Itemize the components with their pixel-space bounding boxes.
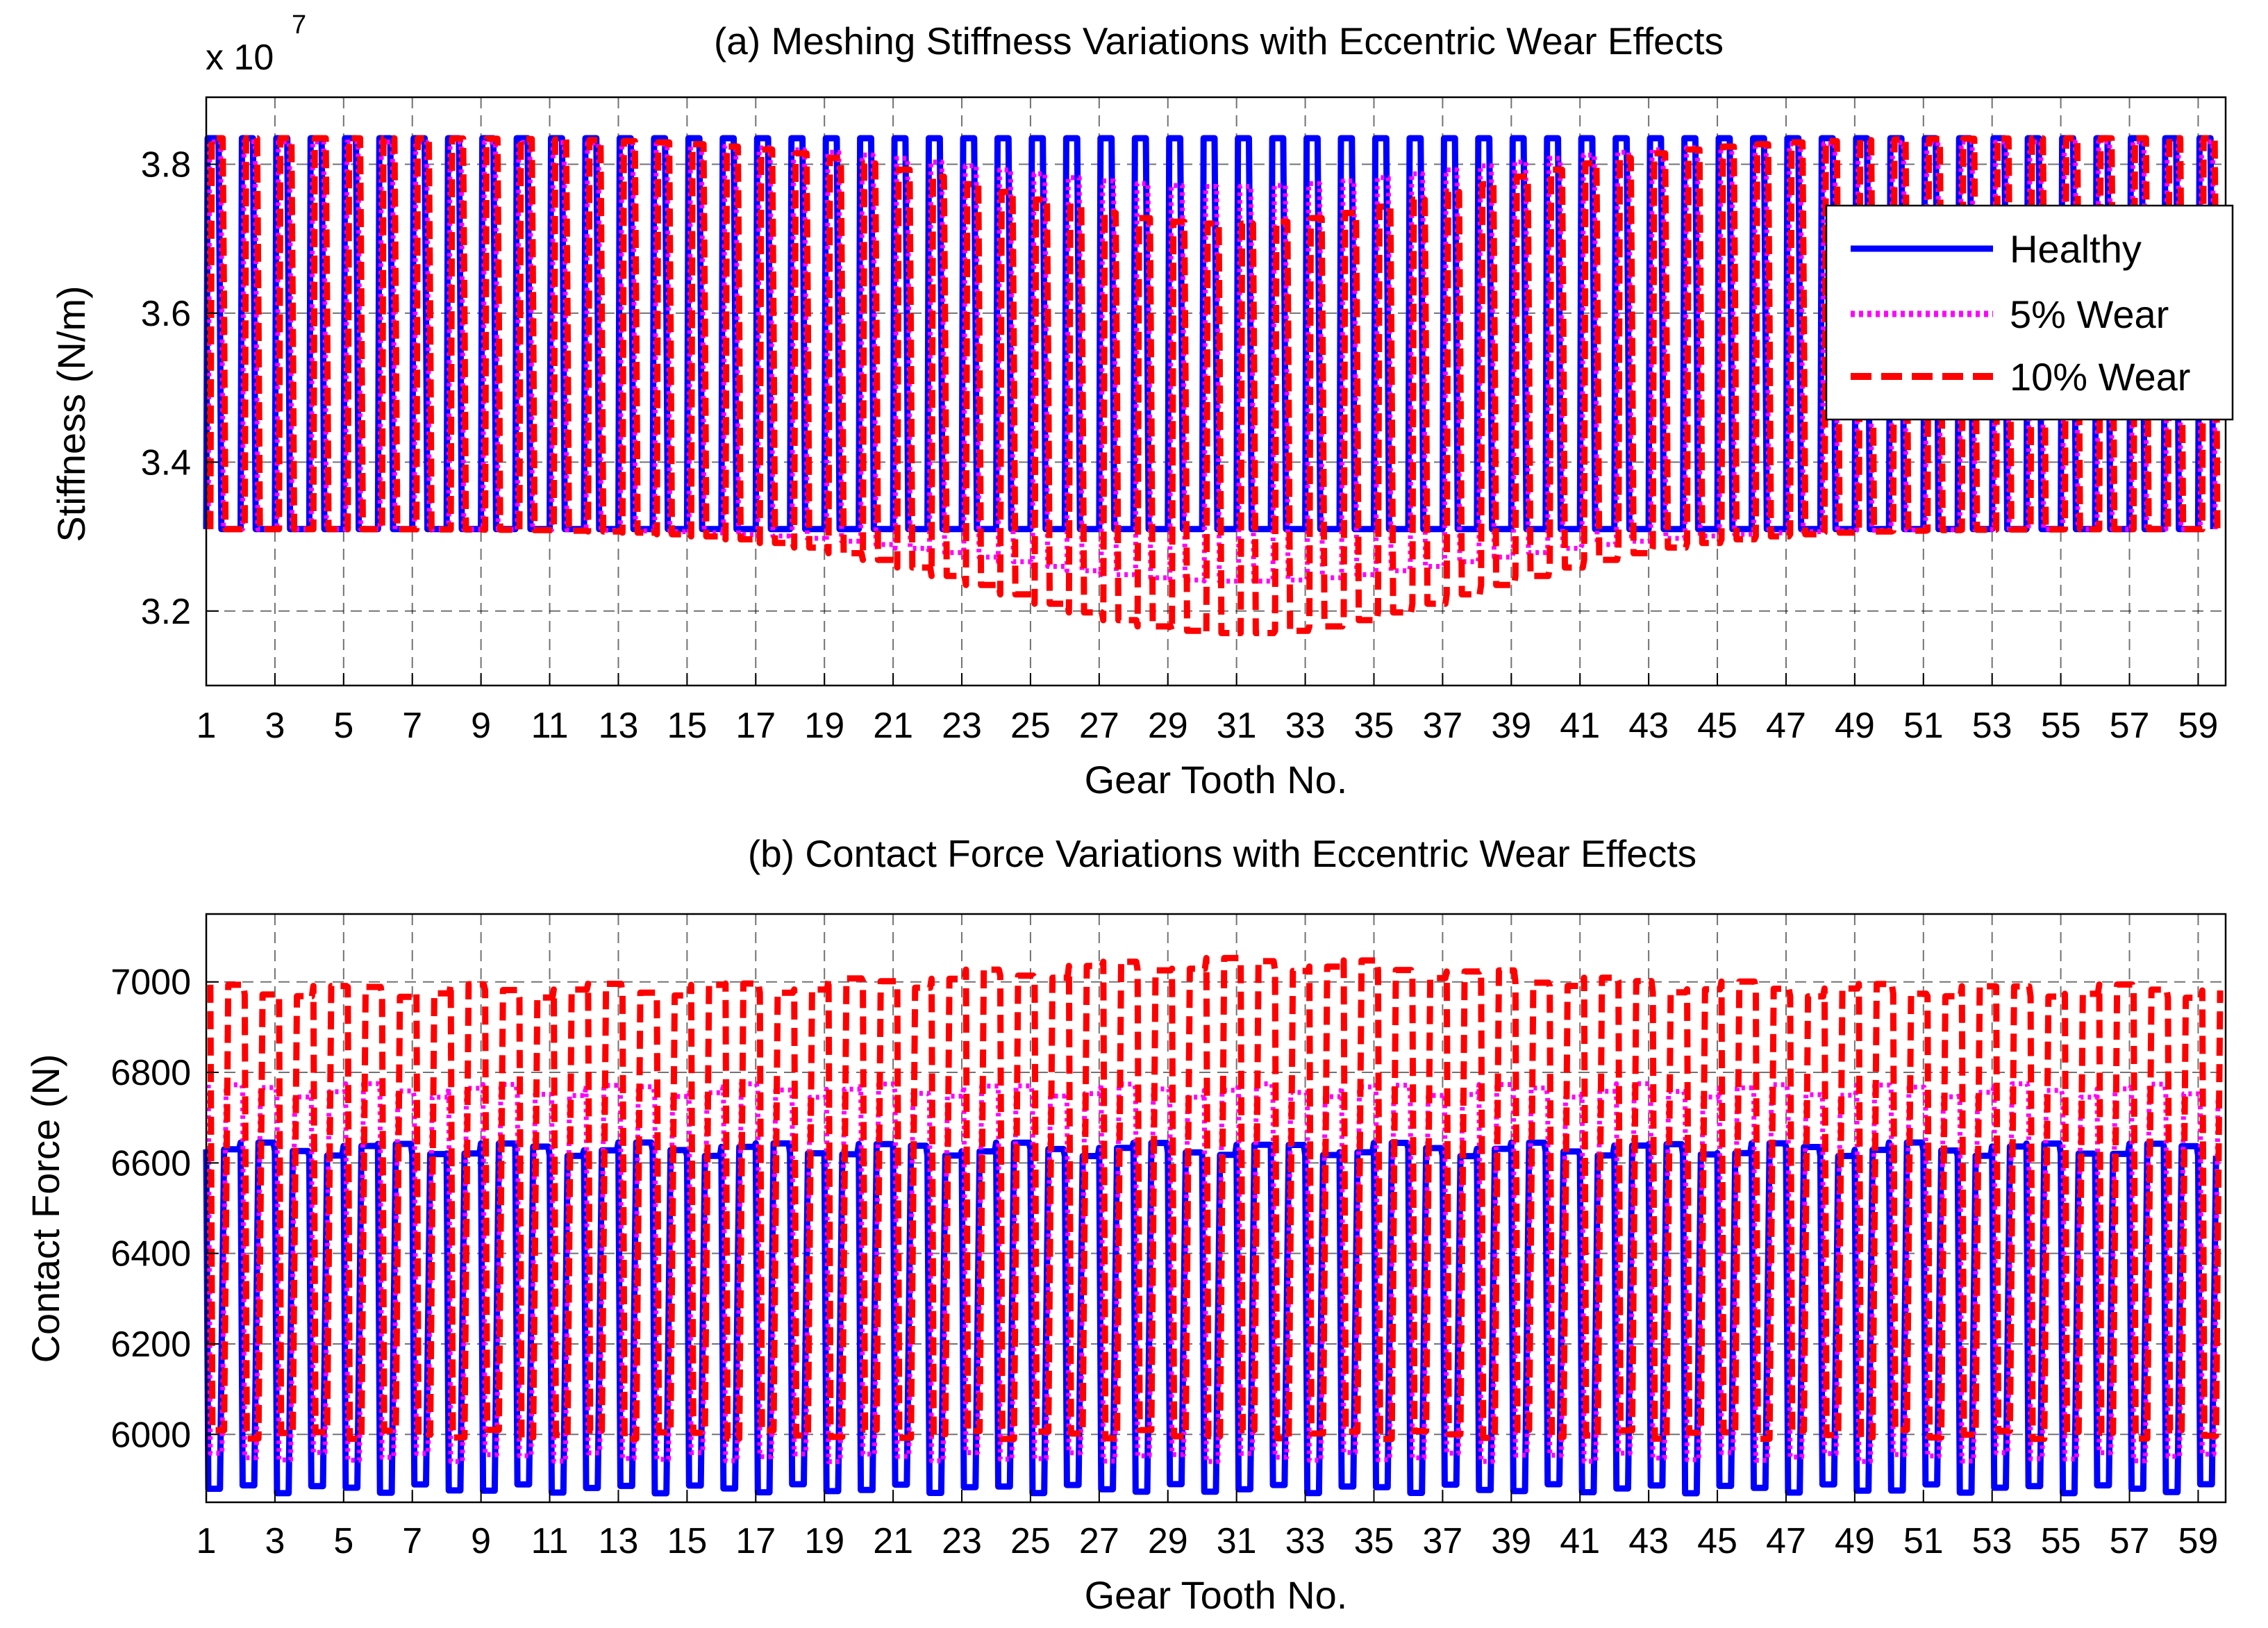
x-tick-label: 45 — [1697, 706, 1737, 746]
legend-5pct-label: 5% Wear — [2010, 292, 2169, 336]
y-tick-label: 6000 — [110, 1415, 191, 1455]
y-tick-label: 6200 — [110, 1324, 191, 1365]
legend: Healthy 5% Wear 10% Wear — [1825, 204, 2234, 421]
x-tick-label: 27 — [1079, 1521, 1119, 1561]
chart-a: (a) Meshing Stiffness Variations with Ec… — [49, 10, 2234, 801]
legend-10pct-label: 10% Wear — [2010, 355, 2190, 399]
y-tick-label: 6400 — [110, 1234, 191, 1274]
x-tick-label: 5 — [333, 1521, 353, 1561]
x-tick-label: 53 — [1972, 1521, 2012, 1561]
x-tick-label: 5 — [333, 706, 353, 746]
y-tick-label: 3.6 — [141, 294, 191, 334]
chart-a-title: (a) Meshing Stiffness Variations with Ec… — [714, 19, 1724, 63]
chart-b-frame — [205, 913, 2227, 1504]
chart-b-xticks: 1 3 5 7 9 11 13 15 17 19 21 23 25 27 29 31 33 35 37 39 41 43 4… — [197, 1490, 2219, 1561]
x-tick-label: 13 — [599, 706, 639, 746]
x-tick-label: 11 — [531, 706, 569, 746]
x-tick-label: 41 — [1560, 706, 1600, 746]
chart-a-ylabel: Stiffness (N/m) — [49, 285, 93, 542]
y-tick-label: 6800 — [110, 1053, 191, 1093]
x-tick-label: 19 — [804, 1521, 844, 1561]
x-tick-label: 1 — [197, 706, 217, 746]
chart-a-multiplier-exp: 7 — [292, 10, 306, 40]
x-tick-label: 33 — [1285, 706, 1326, 746]
x-tick-label: 41 — [1560, 1521, 1600, 1561]
x-tick-label: 29 — [1148, 1521, 1188, 1561]
x-tick-label: 33 — [1285, 1521, 1326, 1561]
x-tick-label: 11 — [531, 1521, 569, 1561]
x-tick-label: 53 — [1972, 706, 2012, 746]
legend-box — [1825, 204, 2234, 421]
x-tick-label: 21 — [873, 1521, 913, 1561]
x-tick-label: 17 — [735, 706, 776, 746]
chart-b-ylabel: Contact Force (N) — [24, 1054, 67, 1363]
x-tick-label: 57 — [2110, 1521, 2150, 1561]
x-tick-label: 1 — [197, 1521, 217, 1561]
x-tick-label: 59 — [2178, 706, 2219, 746]
chart-a-xticks: 1 3 5 7 9 11 13 15 17 19 21 23 25 27 29 31 33 35 37 39 41 43 4… — [197, 673, 2219, 746]
chart-b-xlabel: Gear Tooth No. — [1085, 1573, 1348, 1617]
x-tick-label: 3 — [265, 706, 285, 746]
series-line-a-dashed — [207, 135, 2221, 636]
x-tick-label: 31 — [1217, 706, 1257, 746]
chart-b-yticks: 6000 6200 6400 6600 6800 7000 — [110, 963, 219, 1455]
x-tick-label: 23 — [942, 706, 982, 746]
series-line-b-solid — [203, 1139, 2219, 1497]
chart-a-yticks: 3.2 3.4 3.6 3.8 — [141, 144, 219, 632]
y-tick-label: 7000 — [110, 963, 191, 1003]
chart-b-series — [203, 954, 2224, 1497]
chart-b: (b) Contact Force Variations with Eccent… — [24, 832, 2227, 1617]
y-tick-label: 3.2 — [141, 592, 191, 632]
x-tick-label: 9 — [471, 706, 491, 746]
x-tick-label: 51 — [1903, 1521, 1944, 1561]
x-tick-label: 19 — [804, 706, 844, 746]
x-tick-label: 29 — [1148, 706, 1188, 746]
x-tick-label: 37 — [1422, 1521, 1462, 1561]
x-tick-label: 25 — [1010, 706, 1051, 746]
x-tick-label: 23 — [942, 1521, 982, 1561]
x-tick-label: 47 — [1766, 706, 1806, 746]
x-tick-label: 57 — [2110, 706, 2150, 746]
series-line-b-dashed — [207, 954, 2224, 1443]
x-tick-label: 13 — [599, 1521, 639, 1561]
x-tick-label: 39 — [1491, 1521, 1531, 1561]
y-tick-label: 3.4 — [141, 442, 191, 483]
x-tick-label: 55 — [2041, 706, 2081, 746]
x-tick-label: 7 — [402, 706, 422, 746]
x-tick-label: 25 — [1010, 1521, 1051, 1561]
x-tick-label: 43 — [1628, 706, 1669, 746]
chart-b-title: (b) Contact Force Variations with Eccent… — [748, 832, 1696, 875]
x-tick-label: 15 — [667, 706, 707, 746]
y-tick-label: 3.8 — [141, 144, 191, 185]
chart-a-xlabel: Gear Tooth No. — [1085, 758, 1348, 801]
x-tick-label: 17 — [735, 1521, 776, 1561]
x-tick-label: 59 — [2178, 1521, 2219, 1561]
x-tick-label: 35 — [1354, 706, 1394, 746]
chart-a-multiplier: x 10 — [206, 38, 274, 78]
x-tick-label: 31 — [1217, 1521, 1257, 1561]
x-tick-label: 43 — [1628, 1521, 1669, 1561]
y-tick-label: 6600 — [110, 1143, 191, 1183]
x-tick-label: 27 — [1079, 706, 1119, 746]
x-tick-label: 7 — [402, 1521, 422, 1561]
chart-a-series — [203, 135, 2221, 636]
x-tick-label: 55 — [2041, 1521, 2081, 1561]
x-tick-label: 3 — [265, 1521, 285, 1561]
x-tick-label: 9 — [471, 1521, 491, 1561]
x-tick-label: 21 — [873, 706, 913, 746]
x-tick-label: 15 — [667, 1521, 707, 1561]
series-line-b-dotted — [206, 1081, 2221, 1464]
x-tick-label: 37 — [1422, 706, 1462, 746]
x-tick-label: 35 — [1354, 1521, 1394, 1561]
x-tick-label: 39 — [1491, 706, 1531, 746]
legend-healthy-label: Healthy — [2010, 227, 2142, 271]
x-tick-label: 47 — [1766, 1521, 1806, 1561]
x-tick-label: 51 — [1903, 706, 1944, 746]
x-tick-label: 49 — [1835, 706, 1875, 746]
x-tick-label: 49 — [1835, 1521, 1875, 1561]
x-tick-label: 45 — [1697, 1521, 1737, 1561]
